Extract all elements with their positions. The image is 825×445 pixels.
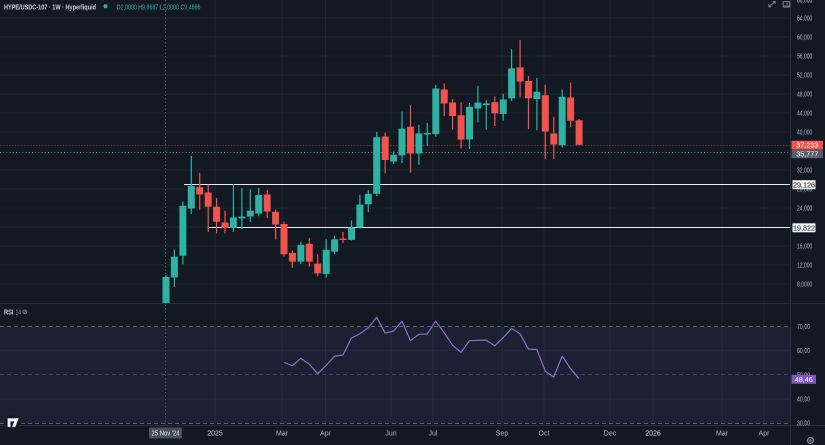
svg-text:Mar: Mar (716, 431, 729, 438)
svg-text:44,000: 44,000 (797, 111, 812, 118)
svg-text:52,000: 52,000 (797, 73, 812, 80)
svg-text:Jul: Jul (429, 431, 438, 438)
svg-text:2025: 2025 (207, 431, 223, 438)
svg-text:28,000: 28,000 (797, 187, 812, 194)
svg-text:Apr: Apr (320, 431, 332, 438)
svg-text:32,000: 32,000 (797, 168, 812, 175)
svg-text:RSI: RSI (4, 310, 14, 317)
svg-text:14: 14 (16, 310, 22, 317)
svg-text:O2,0000 H9,8687 L2,0000 C9,468: O2,0000 H9,8687 L2,0000 C9,4686 (117, 2, 201, 11)
svg-text:37,233: 37,233 (796, 141, 818, 150)
svg-text:16,000: 16,000 (797, 244, 812, 251)
svg-text:Oct: Oct (539, 431, 550, 438)
svg-text:60,000: 60,000 (797, 35, 812, 42)
svg-text:19,822: 19,822 (793, 223, 815, 232)
svg-text:Dec: Dec (604, 431, 617, 438)
svg-text:40,000: 40,000 (797, 130, 812, 137)
svg-text:30,00: 30,00 (797, 421, 810, 428)
svg-text:35,777: 35,777 (796, 150, 818, 159)
svg-text:68,000: 68,000 (797, 0, 812, 5)
svg-text:40,00: 40,00 (797, 397, 810, 404)
svg-text:Jun: Jun (385, 431, 396, 438)
svg-text:70,00: 70,00 (797, 324, 810, 331)
svg-text:24,000: 24,000 (797, 206, 812, 213)
svg-text:2026: 2026 (645, 431, 661, 438)
svg-text:25 Nov '24: 25 Nov '24 (152, 431, 180, 438)
svg-text:Apr: Apr (759, 431, 771, 438)
svg-text:60,00: 60,00 (797, 348, 810, 355)
svg-text:48,46: 48,46 (795, 375, 813, 384)
svg-text:8,0000: 8,0000 (797, 282, 812, 289)
svg-text:Sep: Sep (496, 431, 509, 438)
svg-text:12,000: 12,000 (797, 263, 812, 270)
svg-text:HYPE/USDC-107 · 1W · Hyperliqu: HYPE/USDC-107 · 1W · Hyperliquid (4, 2, 96, 11)
svg-text:Mar: Mar (276, 431, 289, 438)
svg-text:64,000: 64,000 (797, 16, 812, 23)
svg-text:48,000: 48,000 (797, 92, 812, 99)
svg-text:56,000: 56,000 (797, 54, 812, 61)
svg-text:29,126: 29,126 (793, 180, 815, 189)
